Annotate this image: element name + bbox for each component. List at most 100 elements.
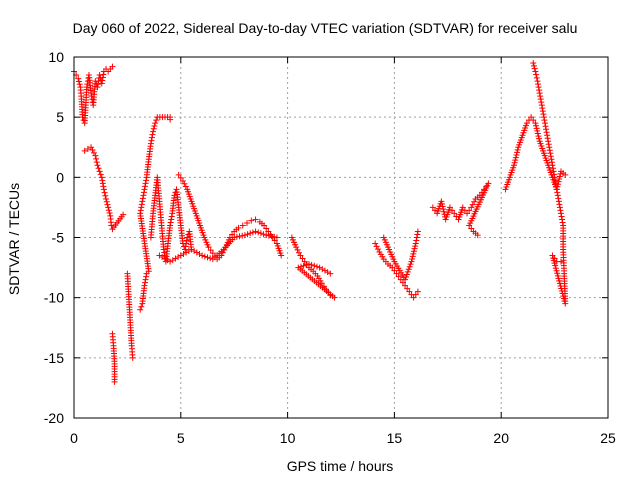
data-point — [99, 77, 106, 84]
data-point — [530, 62, 537, 69]
data-point — [138, 204, 145, 211]
data-point — [412, 240, 419, 247]
data-point — [255, 229, 262, 236]
data-point — [75, 78, 82, 85]
data-point — [561, 298, 568, 305]
data-segment-seg-6 — [175, 171, 285, 263]
data-point — [557, 282, 564, 289]
data-point — [168, 216, 175, 223]
data-point — [100, 183, 107, 190]
data-point — [412, 243, 419, 250]
data-point — [558, 213, 565, 220]
data-point — [94, 84, 101, 91]
data-point — [536, 87, 543, 94]
data-point — [104, 201, 111, 208]
y-axis-label: SDTVAR / TECUs — [6, 183, 22, 295]
data-point — [513, 151, 520, 158]
data-point — [372, 240, 379, 247]
data-point — [111, 378, 118, 385]
data-point — [100, 186, 107, 193]
data-point — [559, 216, 566, 223]
data-point — [466, 207, 473, 214]
data-point — [120, 211, 127, 218]
data-point — [265, 228, 272, 235]
data-point — [534, 130, 541, 137]
data-point — [438, 198, 445, 205]
data-point — [88, 90, 95, 97]
data-point — [537, 96, 544, 103]
data-point — [160, 246, 167, 253]
data-point — [429, 204, 436, 211]
data-segment-seg-3 — [109, 270, 136, 385]
data-point — [556, 176, 563, 183]
data-point — [181, 180, 188, 187]
data-point — [201, 253, 208, 260]
data-point — [96, 168, 103, 175]
data-point — [321, 267, 328, 274]
data-point — [207, 255, 214, 262]
data-point — [235, 224, 242, 231]
data-point — [558, 288, 565, 295]
data-point — [268, 233, 275, 240]
data-point — [139, 198, 146, 205]
data-point — [549, 252, 556, 259]
data-point — [199, 252, 206, 259]
data-point — [183, 240, 190, 247]
data-point — [90, 149, 97, 156]
data-point — [205, 244, 212, 251]
data-point — [406, 263, 413, 270]
y-tick-label: -10 — [44, 290, 64, 306]
data-point — [535, 84, 542, 91]
data-point — [175, 254, 182, 261]
data-point — [553, 183, 560, 190]
data-point — [142, 276, 149, 283]
y-tick-label: 10 — [48, 49, 64, 65]
data-point — [537, 93, 544, 100]
data-point — [414, 231, 421, 238]
data-point — [534, 127, 541, 134]
data-point — [536, 90, 543, 97]
y-tick-label: 0 — [56, 169, 64, 185]
data-point — [414, 288, 421, 295]
data-point — [148, 137, 155, 144]
data-point — [207, 247, 214, 254]
data-point — [511, 159, 518, 166]
data-point — [236, 233, 243, 240]
data-point — [533, 125, 540, 132]
data-point — [532, 68, 539, 75]
data-point — [93, 155, 100, 162]
data-point — [261, 222, 268, 229]
data-point — [184, 234, 191, 241]
data-point — [140, 192, 147, 199]
data-point — [556, 204, 563, 211]
data-point — [403, 271, 410, 278]
data-point — [98, 80, 105, 87]
data-point — [410, 250, 417, 257]
data-point — [148, 134, 155, 141]
data-point — [551, 174, 558, 181]
data-point — [395, 273, 402, 280]
data-point — [411, 245, 418, 252]
data-point — [552, 180, 559, 187]
data-point — [533, 74, 540, 81]
data-point — [324, 269, 331, 276]
data-point — [313, 263, 320, 270]
data-point — [84, 146, 91, 153]
data-point — [106, 210, 113, 217]
data-point — [99, 74, 106, 81]
data-point — [319, 266, 326, 273]
data-point — [168, 213, 175, 220]
data-point — [143, 177, 150, 184]
data-point — [233, 233, 240, 240]
data-point — [554, 272, 561, 279]
data-point — [301, 258, 308, 265]
data-point — [177, 174, 184, 181]
data-point — [540, 114, 547, 121]
data-point — [511, 162, 518, 169]
data-point — [414, 228, 421, 235]
data-point — [555, 198, 562, 205]
data-point — [545, 141, 552, 148]
x-tick-label: 25 — [600, 430, 616, 446]
data-point — [468, 204, 475, 211]
data-point — [295, 264, 302, 271]
